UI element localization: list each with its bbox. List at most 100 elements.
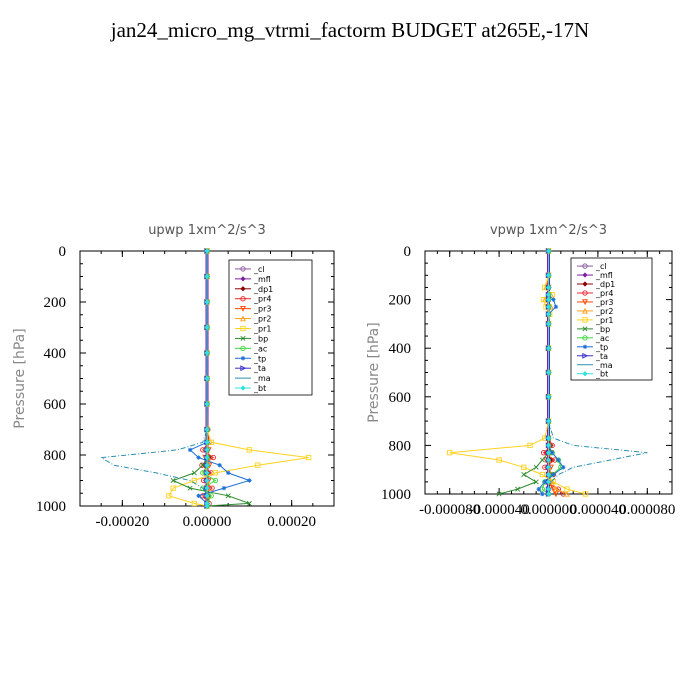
series-point-tp bbox=[225, 470, 231, 476]
legend-marker bbox=[582, 371, 588, 377]
legend-label: _bp bbox=[253, 334, 268, 343]
x-tick-label: -0.000040 bbox=[468, 502, 529, 518]
legend-label: _pr1 bbox=[253, 324, 271, 333]
legend-label: _tp bbox=[253, 354, 266, 363]
legend-label: _pr2 bbox=[595, 307, 613, 316]
y-tick-label: 1000 bbox=[36, 499, 66, 515]
series-point-bt bbox=[545, 345, 552, 351]
chart-panel-vpwp: vpwp 1xm^2/s^3 Pressure [hPa] 0 200 400 600 80… bbox=[366, 223, 675, 518]
page-title: jan24_micro_mg_vtrmi_factorm BUDGET at26… bbox=[110, 18, 590, 42]
series-point-tp bbox=[217, 463, 222, 468]
y-tick-label: 200 bbox=[389, 293, 412, 309]
y-tick-label: 1000 bbox=[381, 487, 411, 503]
legend-marker bbox=[582, 326, 588, 332]
legend-label: _ma bbox=[595, 361, 613, 370]
series-point-pr2 bbox=[552, 485, 559, 492]
series-point-pr1 bbox=[564, 486, 570, 492]
legend-marker bbox=[582, 335, 588, 341]
series-point-pr1 bbox=[496, 457, 502, 463]
legend-box bbox=[228, 259, 313, 396]
series-line-pr1 bbox=[449, 251, 586, 495]
legend-label: _pr4 bbox=[595, 289, 613, 298]
series-point-bt bbox=[204, 503, 210, 509]
series-point-tp bbox=[187, 447, 193, 453]
series-point-bp bbox=[533, 479, 539, 485]
series-point-bp bbox=[170, 477, 176, 484]
legend-label: _mfl bbox=[253, 275, 271, 284]
series-point-bt bbox=[545, 369, 552, 376]
x-tick-label: 0.000040 bbox=[570, 502, 626, 518]
legend-box bbox=[570, 257, 653, 381]
series-point-tp bbox=[542, 479, 547, 485]
y-tick-label: 600 bbox=[44, 397, 67, 413]
series-point-pr1 bbox=[582, 491, 589, 497]
panel-title: vpwp 1xm^2/s^3 bbox=[490, 223, 607, 238]
series-point-pr1 bbox=[255, 462, 261, 468]
series-point-bt bbox=[545, 450, 552, 456]
legend-label: _ac bbox=[253, 344, 267, 353]
series-point-bt bbox=[545, 457, 552, 463]
x-tick-label: 0.000080 bbox=[619, 502, 675, 518]
legend-label: _bt bbox=[595, 370, 608, 379]
series-point-pr1 bbox=[539, 471, 545, 478]
legend-label: _pr1 bbox=[595, 316, 613, 325]
series-point-pr3 bbox=[552, 491, 559, 498]
legend-label: _tp bbox=[595, 343, 608, 352]
legend-marker bbox=[240, 286, 246, 292]
series-point-bt bbox=[204, 248, 210, 254]
series-point-pr1 bbox=[447, 450, 453, 456]
series-point-tp bbox=[540, 491, 545, 497]
series-point-tp bbox=[196, 455, 201, 460]
series-point-bp bbox=[533, 464, 539, 470]
series-point-bp bbox=[191, 470, 197, 476]
legend-marker bbox=[582, 290, 588, 296]
series-point-bp bbox=[246, 500, 252, 506]
series-point-tp bbox=[551, 297, 556, 302]
legend-label: _ta bbox=[253, 364, 266, 373]
series-point-bt bbox=[204, 485, 210, 491]
y-tick-label: 400 bbox=[389, 341, 412, 357]
y-tick-label: 800 bbox=[389, 438, 412, 454]
legend-marker bbox=[240, 385, 246, 391]
series-point-bt bbox=[545, 479, 552, 485]
series-point-bt bbox=[204, 477, 210, 484]
series-point-tp bbox=[551, 472, 556, 477]
series-point-bp bbox=[496, 491, 502, 497]
series-point-tp bbox=[550, 450, 555, 455]
legend-label: _ac bbox=[595, 334, 609, 343]
x-tick-label: 0.00000 bbox=[183, 514, 232, 530]
series-point-pr1 bbox=[527, 442, 533, 449]
series-point-bt bbox=[545, 486, 552, 492]
series-point-ac bbox=[212, 477, 219, 484]
series-point-bt bbox=[545, 442, 552, 449]
series-point-bt bbox=[545, 321, 552, 327]
series-point-bt bbox=[545, 296, 552, 303]
series-point-bt bbox=[545, 284, 552, 291]
legend-marker bbox=[240, 296, 246, 302]
series-point-bt bbox=[545, 394, 552, 400]
series-point-pr1 bbox=[212, 470, 219, 476]
legend-marker bbox=[582, 299, 588, 306]
legend-label: _ma bbox=[253, 374, 271, 383]
series-point-bt bbox=[545, 491, 552, 497]
series-point-pr4 bbox=[210, 454, 217, 461]
legend-label: _dp1 bbox=[595, 280, 615, 289]
series-point-bp bbox=[187, 485, 193, 491]
legend-marker bbox=[240, 356, 246, 361]
series-point-bt bbox=[545, 471, 552, 478]
series-point-bt bbox=[204, 439, 210, 445]
legend-marker bbox=[582, 307, 588, 314]
y-tick-label: 0 bbox=[404, 244, 412, 260]
series-point-bt bbox=[204, 462, 210, 468]
series-point-pr1 bbox=[521, 464, 527, 470]
legend-marker bbox=[582, 281, 588, 287]
legend-label: _bp bbox=[595, 325, 610, 334]
series-point-bp bbox=[521, 472, 527, 478]
series-point-bt bbox=[204, 493, 210, 499]
series-point-pr2 bbox=[564, 490, 570, 497]
series-point-pr1 bbox=[246, 447, 252, 453]
series-point-pr1 bbox=[170, 485, 176, 491]
legend-marker bbox=[240, 345, 246, 351]
legend-marker bbox=[240, 276, 246, 282]
